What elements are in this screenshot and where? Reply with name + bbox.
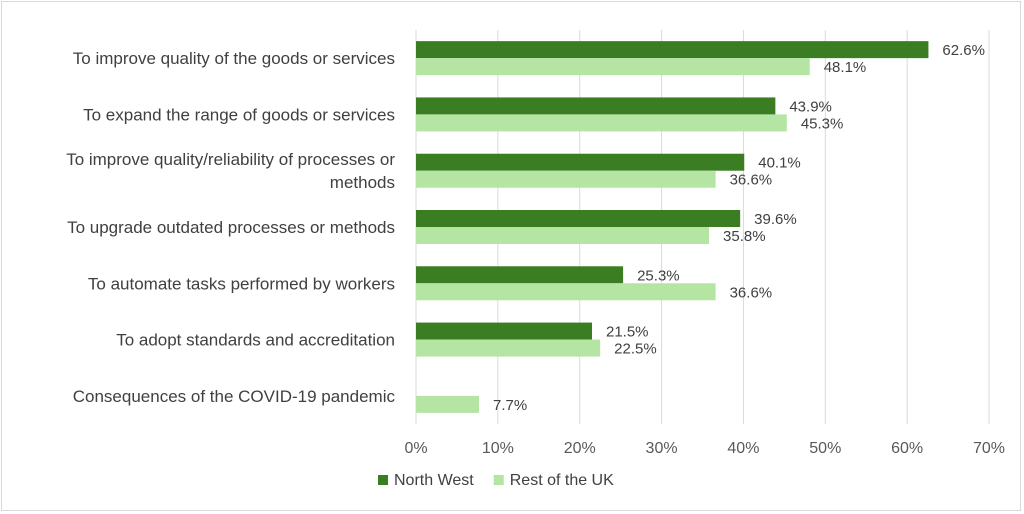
bar-data-label: 36.6% (730, 172, 773, 189)
legend-swatch (378, 475, 388, 485)
bar-data-label: 35.8% (723, 228, 766, 245)
category-label: To automate tasks performed by workers (88, 274, 395, 293)
bar (416, 227, 710, 244)
bar (416, 395, 480, 413)
bar (416, 266, 624, 284)
category-label: Consequences of the COVID-19 pandemic (73, 387, 396, 406)
bar-data-label: 48.1% (824, 59, 867, 76)
bar (416, 283, 716, 301)
x-tick-label: 10% (482, 440, 514, 457)
category-label: To adopt standards and accreditation (116, 331, 395, 350)
gridlines (415, 30, 990, 424)
category-labels: To improve quality of the goods or servi… (66, 49, 395, 406)
bar-data-label: 45.3% (801, 115, 844, 132)
bar (416, 58, 810, 76)
bar-data-label: 21.5% (606, 324, 649, 341)
bar (416, 339, 601, 357)
x-tick-label: 0% (404, 440, 427, 457)
bar (416, 170, 716, 188)
bar (416, 97, 776, 115)
data-labels: 62.6%48.1%43.9%45.3%40.1%36.6%39.6%35.8%… (493, 42, 985, 414)
legend-swatch (493, 475, 504, 485)
category-label: To improve quality/reliability of proces… (66, 150, 395, 192)
category-label: To improve quality of the goods or servi… (73, 49, 395, 68)
bar-data-label: 22.5% (614, 341, 657, 358)
bar-data-label: 36.6% (730, 284, 773, 301)
x-axis-tick-labels: 0% 10% 20% 30% 40% 50% 60% 70% (404, 440, 1005, 457)
bar (416, 114, 787, 132)
x-tick-label: 40% (727, 440, 759, 457)
x-tick-label: 60% (891, 440, 923, 457)
x-tick-label: 70% (973, 440, 1005, 457)
x-tick-label: 30% (646, 440, 678, 457)
category-label: To expand the range of goods or services (83, 105, 395, 124)
x-tick-label: 20% (564, 440, 596, 457)
category-label: To upgrade outdated processes or methods (67, 218, 395, 237)
bar (416, 153, 745, 171)
bar (416, 322, 592, 340)
bar-data-label: 43.9% (789, 98, 832, 115)
bar-data-label: 25.3% (637, 267, 680, 284)
bar (416, 210, 741, 227)
legend-label: Rest of the UK (510, 472, 614, 489)
bar (416, 41, 929, 59)
x-tick-label: 50% (809, 440, 841, 457)
bar-data-label: 40.1% (758, 155, 801, 172)
bar-data-label: 7.7% (493, 397, 527, 414)
legend-label: North West (394, 472, 474, 489)
bar-data-label: 39.6% (754, 211, 797, 228)
bars (416, 41, 929, 413)
bar-data-label: 62.6% (942, 42, 985, 59)
legend: North West Rest of the UK (378, 472, 614, 489)
